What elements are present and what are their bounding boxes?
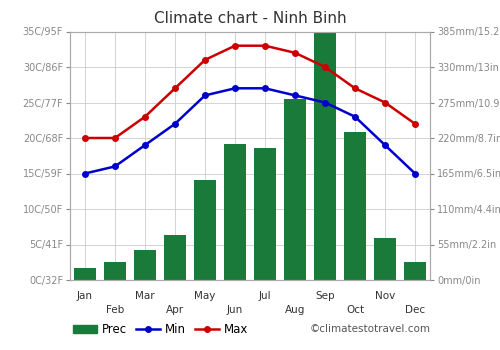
Bar [224, 145, 246, 280]
Bar [254, 148, 276, 280]
Text: Aug: Aug [285, 305, 305, 315]
Text: Apr: Apr [166, 305, 184, 315]
Bar [164, 235, 186, 280]
Text: Dec: Dec [405, 305, 425, 315]
Bar [284, 99, 306, 280]
Legend: Prec, Min, Max: Prec, Min, Max [68, 319, 252, 341]
Bar [194, 180, 216, 280]
Text: Sep: Sep [315, 291, 335, 301]
Text: Jan: Jan [77, 291, 93, 301]
Text: Jun: Jun [227, 305, 243, 315]
Bar [374, 238, 396, 280]
Text: Jul: Jul [258, 291, 272, 301]
Text: Nov: Nov [375, 291, 395, 301]
Bar [404, 262, 426, 280]
Title: Climate chart - Ninh Binh: Climate chart - Ninh Binh [154, 11, 346, 26]
Text: ©climatestotravel.com: ©climatestotravel.com [310, 324, 431, 334]
Text: Oct: Oct [346, 305, 364, 315]
Bar [344, 132, 366, 280]
Bar [314, 32, 336, 280]
Text: May: May [194, 291, 216, 301]
Bar [104, 262, 126, 280]
Bar [134, 250, 156, 280]
Bar [74, 268, 96, 280]
Text: Mar: Mar [135, 291, 155, 301]
Text: Feb: Feb [106, 305, 124, 315]
